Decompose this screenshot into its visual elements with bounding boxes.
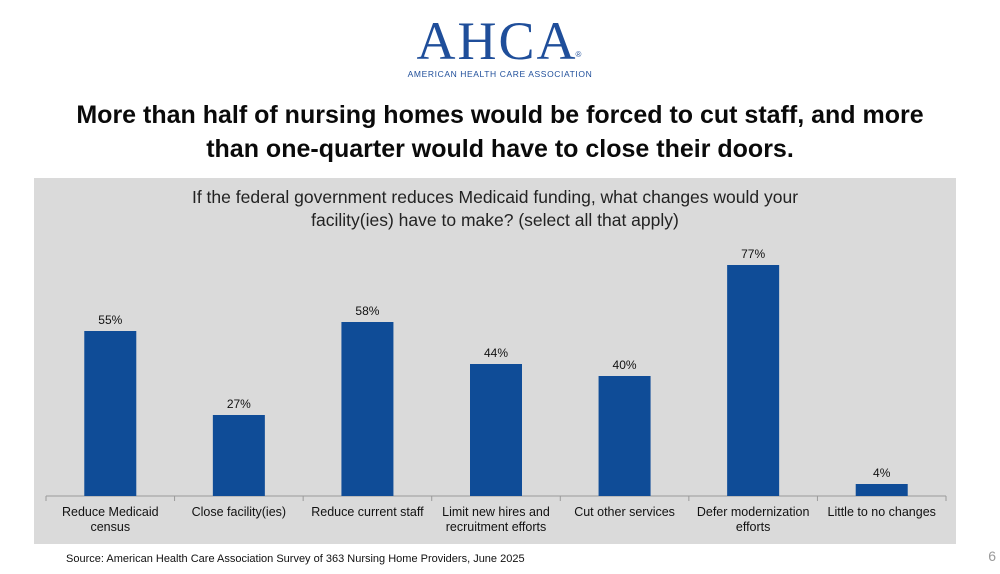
category-tick-label: Close facility(ies) <box>192 505 286 519</box>
bar <box>727 265 780 496</box>
data-label: 40% <box>613 358 637 372</box>
chart-title-line-1: If the federal government reduces Medica… <box>191 187 799 207</box>
category-tick-label: recruitment efforts <box>446 520 547 534</box>
chart-title: If the federal government reduces Medica… <box>34 186 956 232</box>
category-tick-label: census <box>90 520 130 534</box>
logo-wordmark: AHCA <box>416 11 578 71</box>
ahca-logo: AHCA® AMERICAN HEALTH CARE ASSOCIATION <box>330 14 670 80</box>
data-label: 44% <box>484 346 508 360</box>
bar <box>855 484 908 496</box>
page-number: 6 <box>988 548 996 564</box>
category-tick-label: Defer modernization <box>697 505 810 519</box>
bar <box>341 322 394 496</box>
data-label: 77% <box>741 247 765 261</box>
data-label: 55% <box>98 313 122 327</box>
category-tick-label: Limit new hires and <box>442 505 550 519</box>
data-label: 58% <box>355 304 379 318</box>
slide-headline: More than half of nursing homes would be… <box>20 98 980 166</box>
logo-registered-mark: ® <box>575 50 582 59</box>
data-label: 27% <box>227 397 251 411</box>
category-tick-label: efforts <box>736 520 771 534</box>
category-tick-label: Little to no changes <box>828 505 936 519</box>
data-label: 4% <box>873 466 891 480</box>
bar <box>84 331 137 496</box>
bar <box>470 364 522 496</box>
category-tick-label: Reduce Medicaid <box>62 505 159 519</box>
category-tick-label: Cut other services <box>574 505 675 519</box>
category-tick-label: Reduce current staff <box>311 505 424 519</box>
headline-line-1: More than half of nursing homes would be… <box>76 101 924 129</box>
headline-line-2: than one-quarter would have to close the… <box>206 135 794 163</box>
logo-subtitle: AMERICAN HEALTH CARE ASSOCIATION <box>407 69 593 79</box>
source-note: Source: American Health Care Association… <box>66 553 525 565</box>
chart-title-line-2: facility(ies) have to make? (select all … <box>311 210 679 230</box>
bar <box>598 376 651 496</box>
bar <box>212 415 265 496</box>
